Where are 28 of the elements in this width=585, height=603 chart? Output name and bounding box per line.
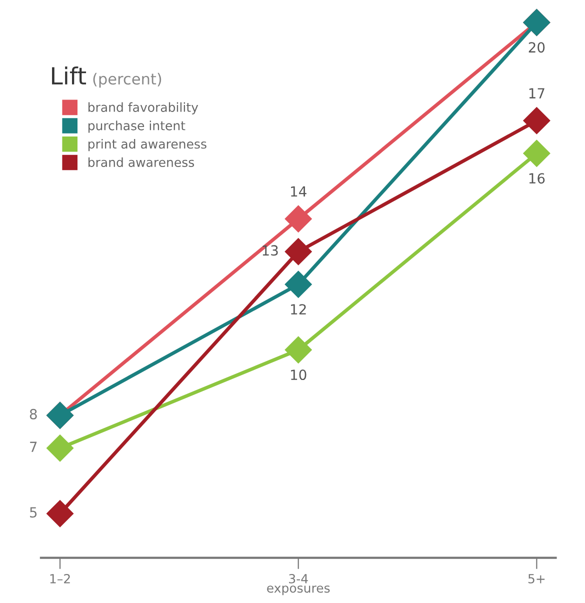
point bbox=[284, 205, 312, 232]
data-label: 20 bbox=[528, 42, 545, 53]
data-label: 12 bbox=[291, 304, 306, 314]
point bbox=[284, 270, 312, 298]
point bbox=[284, 336, 312, 364]
data-label: 5 bbox=[30, 507, 37, 518]
x-tick-label: 5+ bbox=[528, 574, 545, 584]
point bbox=[523, 107, 550, 134]
text: (percent) bbox=[93, 72, 162, 88]
data-label: 10 bbox=[291, 370, 306, 380]
text: Lift bbox=[52, 66, 86, 84]
x-tick-label: 3-4 bbox=[289, 574, 308, 584]
data-label: 8 bbox=[30, 408, 37, 420]
data-label: 13 bbox=[262, 245, 278, 256]
x-axis-title: exposures bbox=[267, 586, 330, 596]
x-tick-label: 1–2 bbox=[50, 574, 70, 584]
legend-label: brand favorability bbox=[88, 102, 198, 114]
point bbox=[284, 238, 312, 266]
point bbox=[46, 500, 74, 528]
legend-label: purchase intent bbox=[88, 120, 186, 133]
data-label: 16 bbox=[529, 173, 545, 184]
legend-label: print ad awareness bbox=[88, 139, 206, 152]
point bbox=[46, 434, 74, 462]
data-label: 14 bbox=[291, 186, 306, 197]
legend-label: brand awareness bbox=[88, 157, 194, 168]
data-label: 17 bbox=[529, 88, 544, 98]
point bbox=[523, 140, 550, 167]
data-label: 7 bbox=[30, 442, 37, 452]
